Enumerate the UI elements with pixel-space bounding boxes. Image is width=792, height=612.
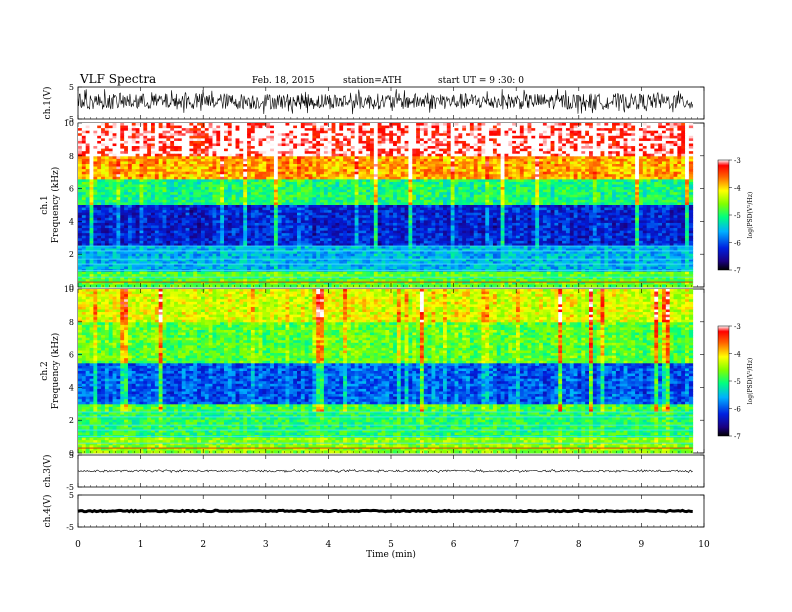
colorbar-tick-label: -3: [734, 323, 741, 331]
ch1-spec-ylabel: Frequency (kHz): [50, 167, 61, 244]
x-axis-label: Time (min): [366, 549, 416, 560]
colorbar-tick-label: -7: [734, 433, 741, 441]
ch1-colorbar: [717, 159, 730, 271]
x-tick-label: 1: [138, 540, 144, 550]
y-tick-label: 8: [69, 152, 74, 161]
colorbar-tick-label: -6: [734, 406, 741, 414]
y-tick-label: 5: [69, 451, 74, 460]
y-tick-label: 10: [64, 285, 74, 294]
x-tick-label: 10: [698, 540, 710, 550]
ch4-waveform-ylabel: ch.4(V): [42, 495, 53, 528]
x-tick-label: 8: [576, 540, 582, 550]
y-tick-label: 2: [69, 250, 74, 259]
x-tick-label: 9: [639, 540, 645, 550]
y-tick-label: 8: [69, 318, 74, 327]
y-tick-label: 0: [69, 449, 74, 458]
ch2-spec-ylabel-channel: ch.2: [40, 361, 50, 380]
x-tick-label: 3: [263, 540, 269, 550]
ch3-waveform-ylabel: ch.3(V): [42, 455, 53, 488]
y-tick-label: 0: [69, 283, 74, 292]
y-tick-label: 4: [69, 217, 74, 226]
x-tick-label: 6: [451, 540, 457, 550]
x-tick-label: 2: [200, 540, 206, 550]
ch2-spectrogram-image: [78, 289, 694, 454]
x-tick-label: 5: [388, 540, 394, 550]
colorbar-ticks: -3 -4 -5 -6 -7 -3 -4 -5 -6 -7: [729, 157, 741, 441]
y-tick-label: 5: [69, 83, 74, 92]
y-tick-label: 10: [64, 119, 74, 128]
ch1-waveform-trace: [77, 88, 694, 115]
ch1-waveform-ylabel: ch.1(V): [42, 87, 53, 120]
figure-title: VLF Spectra: [79, 72, 156, 86]
colorbar-tick-label: -7: [734, 267, 741, 275]
x-tick-label: 0: [75, 540, 81, 550]
colorbar-tick-label: -4: [734, 185, 741, 193]
y-tick-label: -5: [66, 483, 74, 492]
colorbar-tick-label: -5: [734, 378, 741, 386]
y-tick-label: -5: [66, 115, 74, 124]
ch1-spec-ylabel-channel: ch.1: [40, 195, 50, 214]
y-tick-label: 2: [69, 416, 74, 425]
colorbar-tick-label: -6: [734, 240, 741, 248]
start-time-label: start UT = 9 :30: 0: [438, 76, 524, 86]
x-tick-label: 7: [513, 540, 519, 550]
y-tick-label: 6: [69, 351, 74, 360]
x-tick-label: 4: [326, 540, 332, 550]
ch1-colorbar-label: log(PSD(V²/Hz): [747, 192, 754, 239]
ch2-colorbar-label: log(PSD(V²/Hz): [747, 358, 754, 405]
date-label: Feb. 18, 2015: [252, 76, 315, 86]
station-label: station=ATH: [343, 76, 402, 86]
colorbar-tick-label: -3: [734, 157, 741, 165]
ch2-spec-ylabel: Frequency (kHz): [50, 333, 61, 410]
ch4-waveform-trace: [77, 508, 693, 514]
colorbar-tick-label: -4: [734, 351, 741, 359]
ch1-spectrogram-image: [78, 123, 694, 288]
colorbar-tick-label: -5: [734, 212, 741, 220]
y-tick-label: -5: [66, 523, 74, 532]
y-tick-label: 5: [69, 491, 74, 500]
y-tick-label: 4: [69, 383, 74, 392]
ch2-colorbar: [717, 325, 730, 437]
y-tick-label: 6: [69, 185, 74, 194]
ch3-waveform-trace: [77, 469, 693, 474]
